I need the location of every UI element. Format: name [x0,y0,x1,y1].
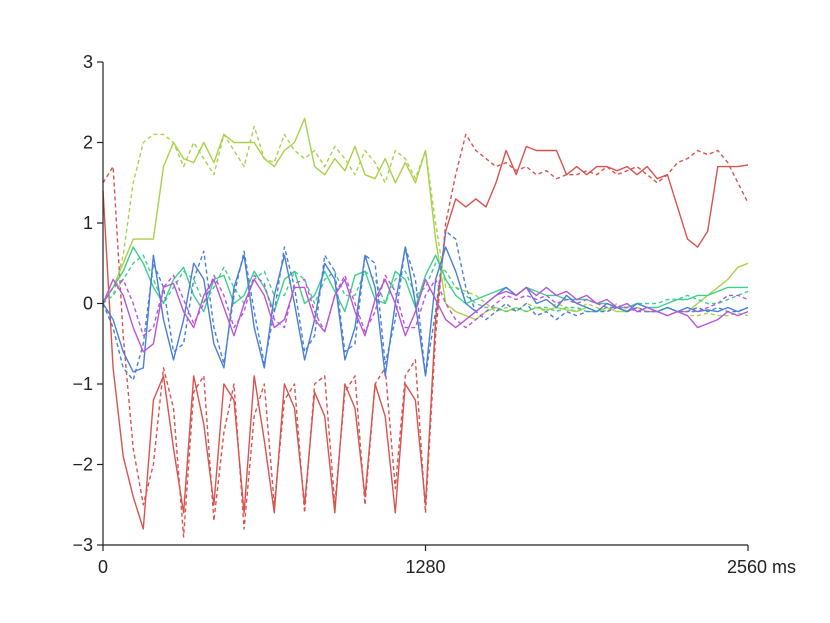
series-line-9 [102,278,749,353]
series-line-7 [102,246,749,377]
x-tick-label: 2560 ms [727,557,796,577]
y-tick-label: 2 [83,133,93,153]
y-tick-label: −1 [72,374,93,394]
series-line-4 [102,125,749,317]
x-tick-label: 1280 [405,557,445,577]
series-line-3 [102,117,749,321]
series-layer [102,117,749,538]
series-line-1 [102,145,749,530]
x-tick-label: 0 [98,557,108,577]
y-tick-label: 1 [83,213,93,233]
axes [102,62,748,546]
series-line-6 [102,254,749,313]
y-tick-label: 3 [83,52,93,72]
y-tick-label: −3 [72,535,93,555]
y-tick-label: 0 [83,294,93,314]
series-line-2 [102,133,749,538]
series-line-10 [102,274,749,337]
series-line-8 [102,230,749,381]
y-tick-label: −2 [72,455,93,475]
